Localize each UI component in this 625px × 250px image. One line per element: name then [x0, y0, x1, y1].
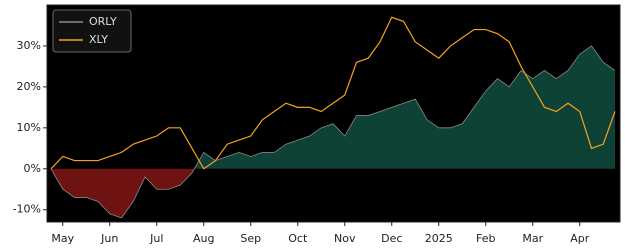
x-tick-label: Jul — [149, 232, 163, 245]
x-tick-label: Sep — [240, 232, 261, 245]
area-positive — [194, 45, 615, 169]
x-tick-label: Apr — [570, 232, 590, 245]
legend: ORLY XLY — [52, 9, 132, 53]
y-tick-label: 0% — [24, 162, 41, 175]
legend-box — [52, 9, 132, 53]
legend-label: ORLY — [89, 15, 117, 28]
x-tick-label: Dec — [381, 232, 402, 245]
y-tick-label: -10% — [13, 203, 41, 216]
x-tick-label: Jun — [100, 232, 118, 245]
line — [50, 45, 616, 219]
x-tick-label: Feb — [476, 232, 495, 245]
x-tick-label: May — [51, 232, 74, 245]
y-tick-label: 30% — [17, 39, 41, 52]
legend-label: XLY — [89, 33, 108, 46]
x-tick-label: 2025 — [425, 232, 453, 245]
x-tick-label: Aug — [193, 232, 214, 245]
axis-frame — [46, 4, 621, 223]
x-tick-label: Mar — [522, 232, 543, 245]
x-tick-label: Oct — [288, 232, 308, 245]
x-tick-label: Nov — [334, 232, 356, 245]
y-tick-label: 10% — [17, 121, 41, 134]
y-tick-label: 20% — [17, 80, 41, 93]
area-negative — [51, 168, 615, 218]
line — [50, 16, 616, 170]
